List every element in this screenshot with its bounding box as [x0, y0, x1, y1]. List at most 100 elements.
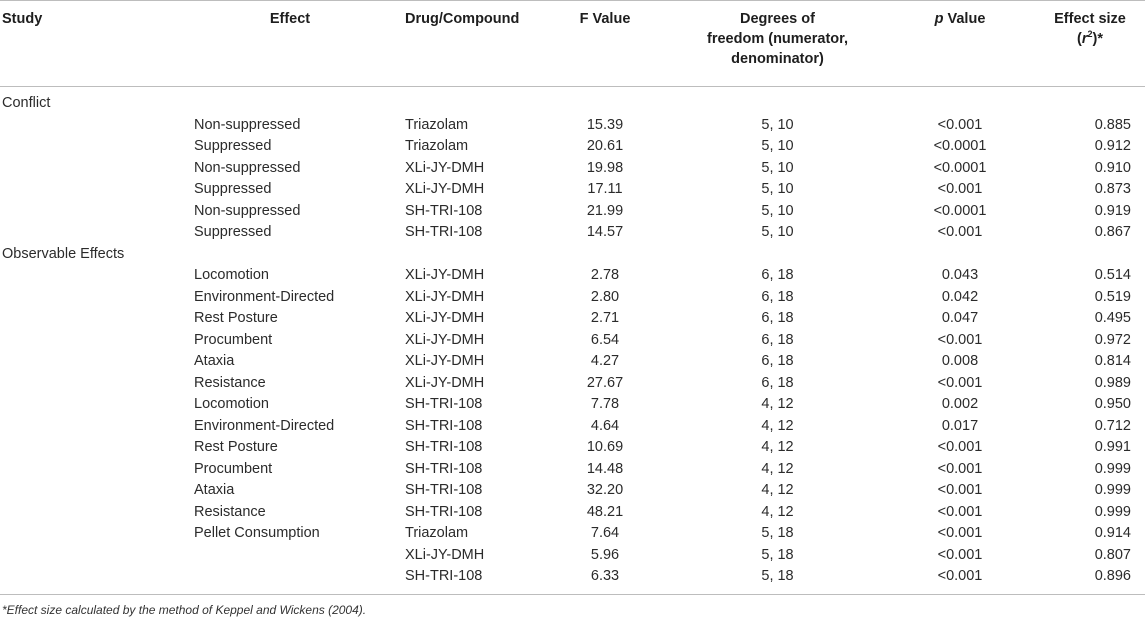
cell-degrees-of-freedom: 5, 18 [761, 525, 794, 541]
cell-effect-size: 0.519 [1094, 288, 1131, 305]
cell-degrees-of-freedom: 4, 12 [761, 439, 794, 455]
cell-degrees-of-freedom: 4, 12 [761, 417, 794, 434]
table-row: Procumbent SH-TRI-108 14.48 4, 12 <0.001 0.99… [0, 459, 1145, 481]
cell-p-value: <0.001 [937, 525, 983, 541]
cell-study-blank [0, 308, 190, 330]
cell-p-value: <0.001 [937, 568, 983, 584]
cell-study-blank [0, 545, 190, 567]
cell-p-value: <0.001 [937, 331, 983, 348]
cell-effect-size: 0.910 [1094, 159, 1131, 176]
cell-effect-size: 0.914 [1094, 525, 1131, 541]
cell-degrees-of-freedom: 6, 18 [761, 267, 794, 283]
cell-degrees-of-freedom: 6, 18 [761, 353, 794, 369]
cell-f-value: 19.98 [586, 159, 624, 176]
footnote: *Effect size calculated by the method of… [2, 602, 367, 617]
cell-f-value: 15.39 [586, 116, 624, 133]
cell-study-blank [0, 416, 190, 438]
cell-study-blank [0, 265, 190, 287]
cell-p-value: 0.042 [941, 288, 979, 305]
cell-degrees-of-freedom: 4, 12 [761, 503, 794, 520]
table-row: Suppressed Triazolam 20.61 5, 10 <0.0001 0.91… [0, 136, 1145, 158]
cell-drug: Triazolam [405, 138, 469, 154]
cell-study-blank [0, 523, 190, 545]
cell-drug: SH-TRI-108 [405, 417, 483, 434]
cell-drug: XLi-JY-DMH [405, 546, 485, 563]
cell-p-value: <0.0001 [933, 159, 987, 176]
table-row: Non-suppressed SH-TRI-108 21.99 5, 10 <0.000… [0, 201, 1145, 223]
header-es-line1: Effect size [1054, 11, 1126, 27]
cell-p-value: 0.002 [941, 396, 979, 412]
cell-drug: XLi-JY-DMH [405, 331, 485, 348]
cell-effect: Suppressed [194, 138, 272, 154]
header-dof-line2: freedom (numerator, [707, 31, 848, 47]
cell-f-value: 4.64 [590, 417, 620, 434]
cell-f-value: 14.48 [586, 460, 624, 477]
cell-p-value: <0.0001 [933, 138, 987, 154]
cell-effect: Non-suppressed [194, 202, 301, 219]
cell-drug: SH-TRI-108 [405, 224, 483, 240]
cell-drug: SH-TRI-108 [405, 439, 483, 455]
cell-effect-size: 0.991 [1094, 439, 1131, 455]
cell-effect: Non-suppressed [194, 116, 301, 133]
table-row: Suppressed SH-TRI-108 14.57 5, 10 <0.001 0.86… [0, 222, 1145, 244]
cell-degrees-of-freedom: 6, 18 [761, 310, 794, 326]
cell-p-value: <0.001 [937, 482, 983, 498]
cell-p-value: <0.001 [937, 439, 983, 455]
header-study: Study [2, 11, 43, 27]
cell-effect: Locomotion [194, 267, 269, 283]
cell-f-value: 17.11 [587, 181, 623, 197]
cell-effect: Suppressed [194, 181, 272, 197]
table-row: Rest Posture XLi-JY-DMH 2.71 6, 18 0.047 0.49… [0, 308, 1145, 330]
cell-degrees-of-freedom: 5, 10 [761, 224, 794, 240]
cell-p-value: 0.008 [941, 353, 979, 369]
cell-p-value: <0.0001 [933, 202, 987, 219]
cell-p-value: <0.001 [937, 460, 983, 477]
cell-effect [190, 566, 390, 594]
study-label: Conflict [2, 95, 51, 111]
cell-effect-size: 0.919 [1094, 202, 1131, 219]
cell-drug: SH-TRI-108 [405, 503, 483, 520]
cell-effect: Procumbent [194, 331, 273, 348]
cell-study-blank [0, 201, 190, 223]
table-row: Suppressed XLi-JY-DMH 17.11 5, 10 <0.001 0.87… [0, 179, 1145, 201]
cell-study-blank [0, 373, 190, 395]
cell-f-value: 14.57 [586, 224, 624, 240]
cell-effect: Procumbent [194, 460, 273, 477]
cell-drug: XLi-JY-DMH [405, 374, 485, 391]
cell-effect [190, 545, 390, 567]
cell-f-value: 7.78 [590, 396, 620, 412]
header-es-line2: (r2)* [1035, 29, 1145, 49]
table-row: Environment-Directed SH-TRI-108 4.64 4, 12 0… [0, 416, 1145, 438]
results-table: Study Effect Drug/Compound F Value Degre… [0, 0, 1145, 594]
cell-p-value: 0.043 [941, 267, 979, 283]
cell-effect-size: 0.999 [1094, 460, 1131, 477]
table-row: Environment-Directed XLi-JY-DMH 2.80 6, 18 0… [0, 287, 1145, 309]
cell-degrees-of-freedom: 4, 12 [761, 482, 794, 498]
cell-effect-size: 0.712 [1094, 417, 1131, 434]
cell-f-value: 4.27 [590, 353, 620, 369]
cell-drug: XLi-JY-DMH [405, 288, 485, 305]
cell-f-value: 48.21 [586, 503, 624, 520]
table-row: Resistance XLi-JY-DMH 27.67 6, 18 <0.001 0.98… [0, 373, 1145, 395]
table-row: XLi-JY-DMH 5.96 5, 18 <0.001 0.807 [0, 545, 1145, 567]
cell-f-value: 20.61 [586, 138, 624, 154]
cell-degrees-of-freedom: 6, 18 [761, 288, 794, 305]
header-dof-line3: denominator) [731, 51, 824, 67]
cell-effect-size: 0.514 [1094, 267, 1131, 283]
table-row: SH-TRI-108 6.33 5, 18 <0.001 0.896 [0, 566, 1145, 594]
header-drug: Drug/Compound [405, 11, 520, 27]
cell-degrees-of-freedom: 4, 12 [761, 460, 794, 477]
cell-study-blank [0, 158, 190, 180]
cell-study-blank [0, 437, 190, 459]
table-row: Ataxia SH-TRI-108 32.20 4, 12 <0.001 0.999 [0, 480, 1145, 502]
header-row: Study Effect Drug/Compound F Value Degre… [0, 0, 1145, 87]
cell-effect: Ataxia [194, 353, 235, 369]
header-es-r: r [1081, 31, 1088, 47]
cell-effect: Resistance [194, 374, 266, 391]
cell-drug: XLi-JY-DMH [405, 267, 485, 283]
cell-p-value: <0.001 [937, 503, 983, 520]
header-degrees-of-freedom: Degrees of freedom (numerator, denominat… [670, 1, 885, 87]
study-group-row: Conflict [0, 87, 1145, 115]
cell-study-blank [0, 115, 190, 137]
